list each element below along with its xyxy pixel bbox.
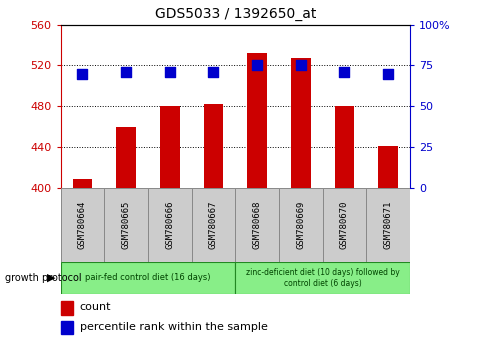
Text: GSM780666: GSM780666 <box>165 201 174 249</box>
Bar <box>235 188 278 262</box>
Text: GSM780664: GSM780664 <box>78 201 87 249</box>
Bar <box>247 53 266 188</box>
Text: GSM780667: GSM780667 <box>209 201 217 249</box>
Text: GSM780665: GSM780665 <box>121 201 130 249</box>
Point <box>209 69 217 75</box>
Bar <box>290 58 310 188</box>
Text: count: count <box>80 302 111 312</box>
Title: GDS5033 / 1392650_at: GDS5033 / 1392650_at <box>154 7 315 21</box>
Text: zinc-deficient diet (10 days) followed by
control diet (6 days): zinc-deficient diet (10 days) followed b… <box>245 268 399 287</box>
Bar <box>278 188 322 262</box>
Point <box>296 63 304 68</box>
Text: growth protocol: growth protocol <box>5 273 81 283</box>
Text: pair-fed control diet (16 days): pair-fed control diet (16 days) <box>85 273 210 282</box>
Text: GSM780668: GSM780668 <box>252 201 261 249</box>
Text: GSM780671: GSM780671 <box>383 201 392 249</box>
Bar <box>160 106 179 188</box>
Bar <box>235 262 409 294</box>
Bar <box>334 106 353 188</box>
Bar <box>60 262 235 294</box>
Point <box>383 71 391 76</box>
Bar <box>191 188 235 262</box>
Text: GSM780670: GSM780670 <box>339 201 348 249</box>
Text: ▶: ▶ <box>47 273 56 283</box>
Bar <box>73 179 92 188</box>
Point <box>78 71 86 76</box>
Point <box>122 69 130 75</box>
Bar <box>378 146 397 188</box>
Point <box>166 69 173 75</box>
Point <box>340 69 348 75</box>
Bar <box>322 188 365 262</box>
Point <box>253 63 260 68</box>
Bar <box>60 320 73 334</box>
Bar <box>60 188 104 262</box>
Text: percentile rank within the sample: percentile rank within the sample <box>80 322 267 332</box>
Bar <box>60 301 73 314</box>
Bar <box>365 188 409 262</box>
Bar <box>104 188 148 262</box>
Bar <box>148 188 191 262</box>
Text: GSM780669: GSM780669 <box>296 201 304 249</box>
Bar <box>116 126 136 188</box>
Bar <box>203 104 223 188</box>
